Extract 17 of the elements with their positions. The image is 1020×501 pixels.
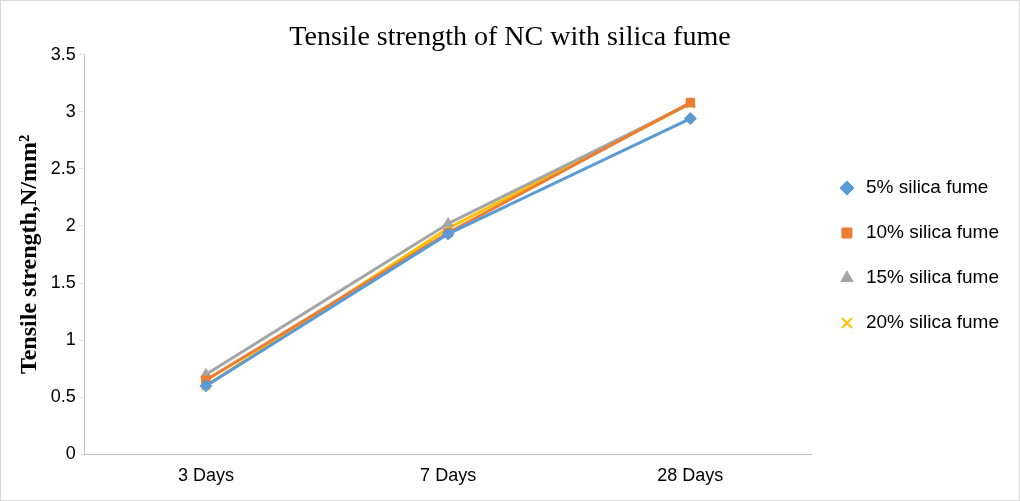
y-tick-label: 0 [65, 443, 76, 464]
y-axis-title: Tensile strength,N/mm² [14, 134, 41, 375]
y-tick-label: 3 [65, 100, 76, 121]
y-tick-label: 2.5 [50, 157, 76, 178]
legend-label: 20% silica fume [865, 311, 1000, 333]
y-tick-label: 1 [65, 329, 76, 350]
legend-label: 15% silica fume [865, 266, 1000, 288]
x-tick-label: 3 Days [177, 465, 234, 486]
legend-label: 10% silica fume [865, 221, 1000, 243]
y-tick-label: 3.5 [50, 43, 76, 64]
chart-title: Tensile strength of NC with silica fume [289, 20, 731, 52]
y-tick-label: 2 [65, 214, 76, 235]
x-tick-label: 7 Days [420, 465, 477, 486]
x-tick-label: 28 Days [657, 465, 724, 486]
legend-label: 5% silica fume [865, 176, 989, 198]
y-tick-label: 0.5 [50, 386, 76, 407]
y-tick-label: 1.5 [50, 272, 76, 293]
